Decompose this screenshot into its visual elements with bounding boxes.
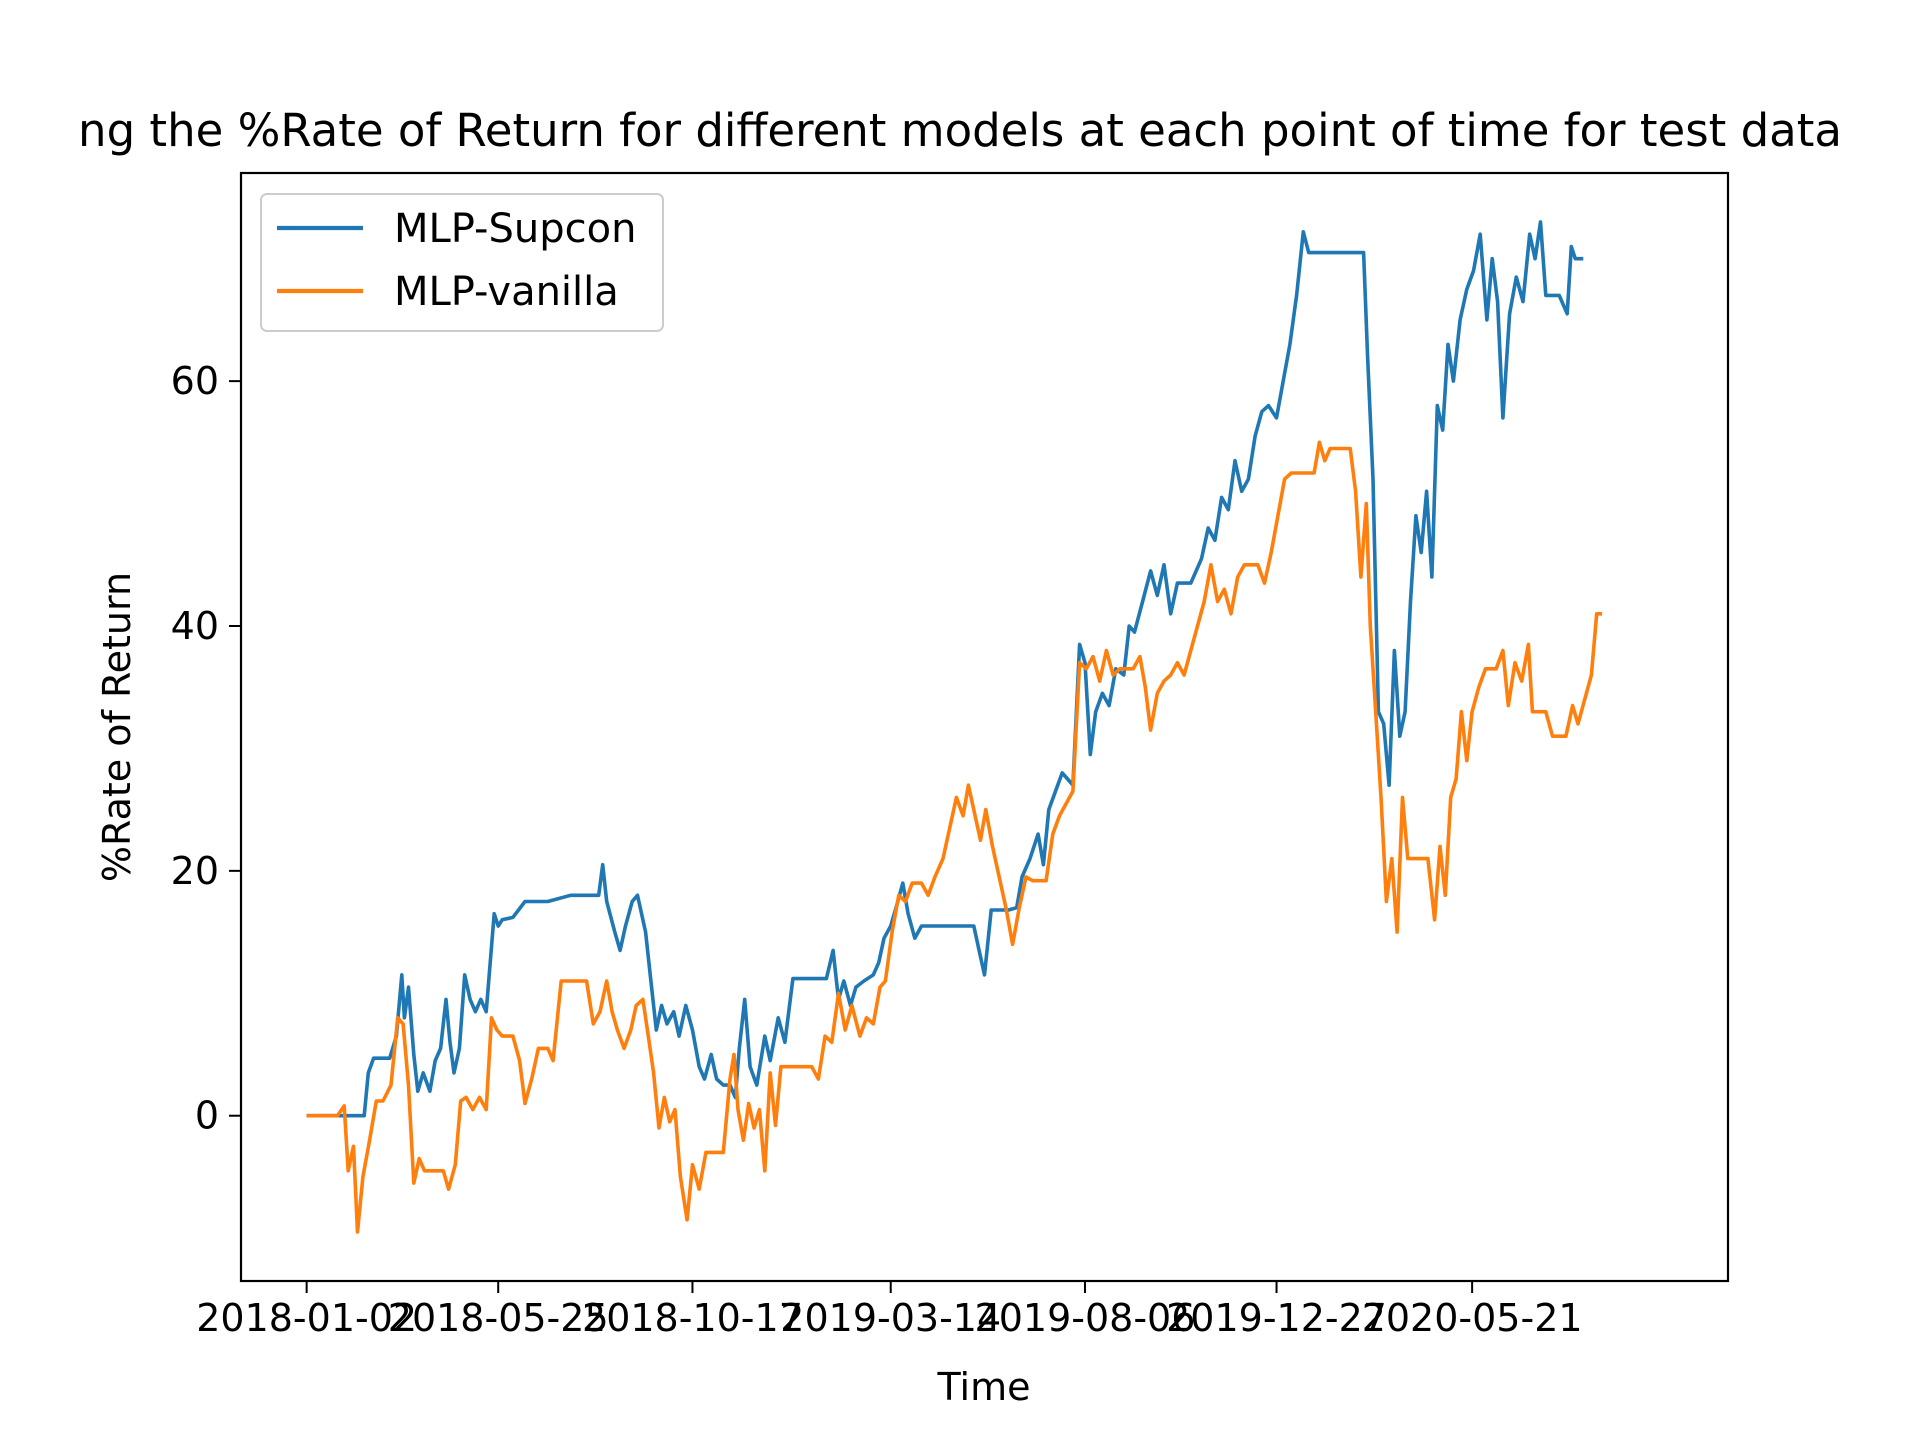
- legend-label-mlp-vanilla: MLP-vanilla: [394, 269, 619, 315]
- series-line-mlp-supcon: [306, 220, 1584, 1118]
- y-tick-label: 20: [171, 849, 219, 893]
- x-axis-label: Time: [937, 1365, 1031, 1409]
- legend: MLP-Supcon MLP-vanilla: [260, 193, 664, 332]
- plot-frame: [239, 171, 1730, 1283]
- plot-lines: [306, 220, 1603, 1234]
- x-tick-label: 2019-03-14: [780, 1296, 1001, 1340]
- x-axis: 2018-01-022018-05-252018-10-172019-03-14…: [196, 1281, 1583, 1340]
- y-tick-label: 40: [171, 604, 219, 648]
- x-tick-label: 2020-05-21: [1362, 1296, 1583, 1340]
- y-tick-label: 60: [171, 359, 219, 403]
- legend-label-mlp-supcon: MLP-Supcon: [394, 206, 636, 252]
- y-tick-label: 0: [195, 1094, 219, 1138]
- x-tick-label: 2019-12-27: [1166, 1296, 1387, 1340]
- chart-title: ng the %Rate of Return for different mod…: [78, 104, 1842, 157]
- y-axis: 0 20 40 60: [171, 359, 241, 1138]
- x-tick-label: 2018-05-25: [388, 1296, 609, 1340]
- x-tick-label: 2018-10-17: [582, 1296, 803, 1340]
- x-tick-label: 2018-01-02: [196, 1296, 417, 1340]
- y-axis-label: %Rate of Return: [95, 572, 139, 882]
- x-tick-label: 2019-08-06: [975, 1296, 1196, 1340]
- series-line-mlp-vanilla: [306, 440, 1603, 1234]
